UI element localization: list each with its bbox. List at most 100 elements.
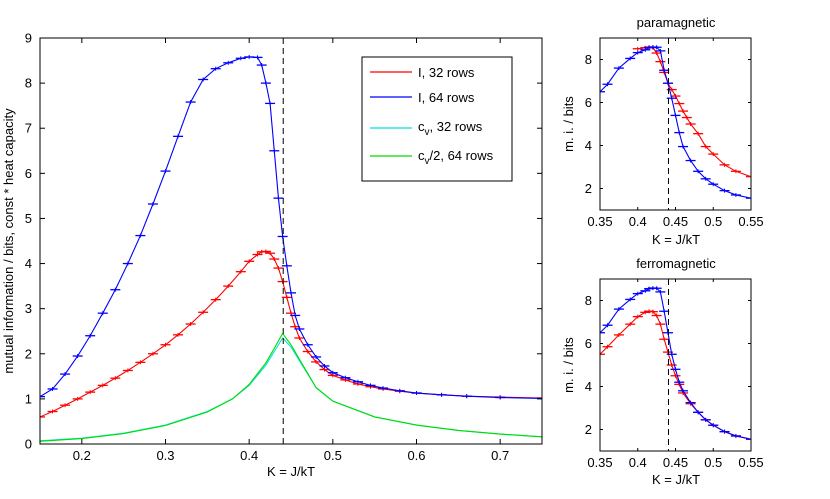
data-point-ferro-64-rows bbox=[746, 437, 751, 442]
data-point-main-i-32-rows bbox=[281, 295, 292, 300]
data-point-main-i-64-rows bbox=[147, 202, 158, 207]
data-point-main-i-64-rows bbox=[40, 394, 45, 399]
data-point-ferro-64-rows bbox=[655, 289, 666, 294]
x-tick-label: 0.45 bbox=[663, 455, 688, 470]
data-point-main-i-64-rows bbox=[327, 370, 338, 375]
data-point-main-i-32-rows bbox=[85, 390, 96, 395]
data-point-para-64-rows bbox=[708, 182, 719, 187]
data-point-main-i-64-rows bbox=[394, 388, 405, 393]
data-point-ferro-32-rows bbox=[659, 337, 670, 342]
data-point-main-i-32-rows bbox=[47, 409, 58, 414]
data-point-main-i-64-rows bbox=[97, 311, 108, 316]
data-point-para-32-rows bbox=[693, 131, 704, 136]
y-tick-label: 5 bbox=[25, 211, 32, 226]
svg-text:cv/2, 64 rows: cv/2, 64 rows bbox=[418, 148, 494, 167]
data-point-ferro-64-rows bbox=[670, 367, 681, 372]
x-tick-label: 0.35 bbox=[587, 214, 612, 229]
data-point-main-i-32-rows bbox=[244, 259, 255, 264]
data-point-ferro-32-rows bbox=[670, 373, 681, 378]
data-point-main-i-32-rows bbox=[319, 367, 330, 372]
legend-box bbox=[361, 56, 513, 182]
data-point-ferro-32-rows bbox=[625, 322, 636, 327]
y-tick-label: 8 bbox=[585, 52, 592, 67]
data-point-main-i-64-rows bbox=[461, 394, 472, 399]
data-point-ferro-32-rows bbox=[632, 314, 643, 319]
data-point-main-i-64-rows bbox=[495, 395, 506, 400]
data-point-main-i-32-rows bbox=[110, 376, 121, 381]
y-tick-label: 8 bbox=[585, 293, 592, 308]
data-point-para-64-rows bbox=[662, 81, 673, 86]
data-point-main-i-32-rows bbox=[294, 335, 305, 340]
data-point-ferro-32-rows bbox=[613, 332, 624, 337]
data-point-para-64-rows bbox=[678, 144, 689, 149]
data-point-para-32-rows bbox=[681, 115, 692, 120]
data-point-ferro-64-rows bbox=[602, 323, 613, 328]
y-tick-label: 9 bbox=[25, 31, 32, 46]
y-tick-label: 8 bbox=[25, 76, 32, 91]
x-tick-label: 0.5 bbox=[324, 448, 342, 463]
data-point-ferro-64-rows bbox=[730, 433, 741, 438]
x-tick-label: 0.4 bbox=[629, 455, 647, 470]
x-tick-label: 0.5 bbox=[704, 455, 722, 470]
data-point-para-32-rows bbox=[655, 59, 666, 64]
data-point-para-32-rows bbox=[708, 152, 719, 157]
y-tick-label: 1 bbox=[25, 391, 32, 406]
x-tick-label: 0.4 bbox=[629, 214, 647, 229]
data-point-main-i-64-rows bbox=[319, 363, 330, 368]
x-tick-label: 0.55 bbox=[738, 455, 763, 470]
data-point-main-i-32-rows bbox=[72, 396, 83, 401]
data-point-para-32-rows bbox=[674, 101, 685, 106]
data-point-ferro-64-rows bbox=[708, 423, 719, 428]
data-point-main-i-32-rows bbox=[252, 252, 263, 257]
data-point-para-64-rows bbox=[651, 45, 662, 50]
data-point-main-i-32-rows bbox=[160, 342, 171, 347]
ferro-x-axis-label: K = J/kT bbox=[652, 472, 700, 487]
y-tick-label: 6 bbox=[25, 166, 32, 181]
data-point-main-i-64-rows bbox=[294, 326, 305, 331]
para-plot-area bbox=[600, 38, 751, 210]
data-point-main-i-32-rows bbox=[147, 351, 158, 356]
legend-label-cv-32: cv, 32 rows bbox=[418, 119, 483, 138]
y-tick-label: 4 bbox=[585, 138, 592, 153]
y-tick-label: 2 bbox=[585, 422, 592, 437]
data-point-ferro-64-rows bbox=[640, 288, 651, 293]
data-point-main-i-64-rows bbox=[378, 386, 389, 391]
data-point-para-32-rows bbox=[730, 169, 741, 174]
data-point-main-i-64-rows bbox=[290, 313, 301, 318]
data-point-main-i-64-rows bbox=[286, 290, 296, 295]
data-point-main-i-32-rows bbox=[265, 251, 276, 256]
data-point-ferro-64-rows bbox=[678, 388, 689, 393]
data-point-main-i-64-rows bbox=[210, 66, 221, 71]
data-point-para-64-rows bbox=[693, 169, 704, 174]
data-point-main-i-64-rows bbox=[273, 196, 284, 201]
data-point-main-i-32-rows bbox=[185, 322, 196, 327]
data-point-main-i-64-rows bbox=[260, 81, 271, 86]
data-point-main-i-32-rows bbox=[173, 332, 184, 337]
data-point-main-i-32-rows bbox=[60, 403, 71, 408]
data-point-ferro-64-rows bbox=[674, 380, 685, 385]
data-point-ferro-64-rows bbox=[659, 309, 670, 314]
x-tick-label: 0.45 bbox=[663, 214, 688, 229]
main-y-axis-label: mutual information / bits, const * heat … bbox=[1, 108, 16, 374]
x-tick-label: 0.7 bbox=[491, 448, 509, 463]
main-chart: 0.2 0.3 0.4 0.5 0.6 0.7 0 1 2 3 4 5 6 7 8 9 K = J/kT mu… bbox=[1, 31, 543, 479]
data-point-ferro-32-rows bbox=[602, 344, 613, 349]
y-tick-label: 0 bbox=[25, 437, 32, 452]
data-point-main-i-64-rows bbox=[365, 383, 376, 388]
data-point-para-32-rows bbox=[651, 51, 662, 56]
y-tick-label: 6 bbox=[585, 95, 592, 110]
legend-label-i-32: I, 32 rows bbox=[418, 65, 475, 80]
data-point-main-i-64-rows bbox=[352, 379, 363, 384]
data-point-para-32-rows bbox=[685, 122, 696, 126]
data-point-ferro-64-rows bbox=[693, 410, 704, 415]
x-tick-label: 0.3 bbox=[156, 448, 174, 463]
data-point-main-i-64-rows bbox=[252, 55, 263, 60]
svg-text:cv, 32 rows: cv, 32 rows bbox=[418, 119, 483, 138]
data-point-ferro-32-rows bbox=[647, 309, 658, 314]
data-point-para-32-rows bbox=[632, 46, 643, 51]
data-point-main-i-64-rows bbox=[185, 100, 196, 105]
data-point-para-32-rows bbox=[700, 144, 711, 149]
data-point-para-64-rows bbox=[625, 56, 636, 61]
data-point-para-64-rows bbox=[730, 192, 741, 197]
